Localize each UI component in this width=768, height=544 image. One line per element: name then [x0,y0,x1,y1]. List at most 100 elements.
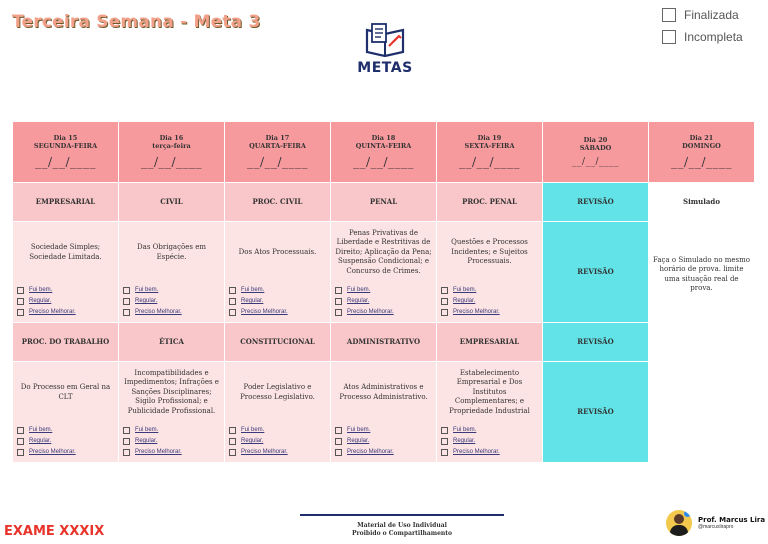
subject-cell: EMPRESARIAL [436,322,543,362]
checkbox[interactable] [335,448,342,456]
subject-cell: PROC. CIVIL [224,182,331,222]
subject-cell: CIVIL [118,182,225,222]
checkbox[interactable] [229,308,236,316]
content-cell: Atos Administrativos e Processo Administ… [330,361,437,463]
option-preciso-melhorar: Preciso Melhorar. [135,448,182,455]
revisao-cell: REVISÃO [542,322,649,362]
checkbox[interactable] [229,448,236,456]
day-header-17: Dia 17 QUARTA-FEIRA __/__/____ [224,121,331,183]
finalizada-label: Finalizada [684,8,739,22]
option-regular: Regular. [29,297,52,304]
date-field[interactable]: __/__/____ [352,155,415,170]
checkbox[interactable] [441,426,448,434]
option-regular: Regular. [29,437,52,444]
checkbox[interactable] [123,426,130,434]
date-field[interactable]: __/__/____ [670,155,733,170]
option-regular: Regular. [241,437,264,444]
checkbox[interactable] [229,437,236,445]
checkbox[interactable] [229,297,236,305]
subject-cell: PENAL [330,182,437,222]
self-assessment: Fui bem. Regular. Preciso Melhorar. [17,285,114,318]
checkbox[interactable] [123,437,130,445]
checkbox[interactable] [441,286,448,294]
option-fui-bem: Fui bem. [135,426,159,433]
self-assessment: Fui bem. Regular. Preciso Melhorar. [229,425,326,458]
option-regular: Regular. [135,297,158,304]
checkbox[interactable] [335,426,342,434]
checkbox[interactable] [441,308,448,316]
checkbox[interactable] [335,308,342,316]
content-cell: Incompatibilidades e Impedimentos; Infra… [118,361,225,463]
status-checklist: Finalizada Incompleta [662,4,743,48]
self-assessment: Fui bem. Regular. Preciso Melhorar. [229,285,326,318]
date-field[interactable]: __/__/____ [458,155,521,170]
self-assessment: Fui bem. Regular. Preciso Melhorar. [335,285,432,318]
content-cell: Das Obrigações em Espécie. Fui bem. Regu… [118,221,225,323]
simulado-cell: Faça o Simulado no mesmo horário de prov… [648,221,755,463]
option-preciso-melhorar: Preciso Melhorar. [241,448,288,455]
exam-label: EXAME XXXIX [4,524,105,539]
day-header-20: Dia 20 SÁBADO __/__/____ [542,121,649,183]
footer-notice: Material de Uso Individual Proibido o Co… [300,514,504,539]
checkbox[interactable] [441,448,448,456]
option-fui-bem: Fui bem. [29,426,53,433]
checkbox[interactable] [123,286,130,294]
subject-cell: ADMINISTRATIVO [330,322,437,362]
option-fui-bem: Fui bem. [29,286,53,293]
incompleta-label: Incompleta [684,30,743,44]
option-fui-bem: Fui bem. [453,426,477,433]
date-field[interactable]: __/__/____ [571,157,620,168]
metas-logo: METAS [349,22,421,82]
option-regular: Regular. [347,437,370,444]
professor-credit: Prof. Marcus Lira @marcuslirapro [666,510,765,536]
day-header-21: Dia 21 DOMINGO __/__/____ [648,121,755,183]
verified-icon [684,510,691,517]
contents-row-1: Sociedade Simples; Sociedade Limitada. F… [12,221,755,463]
checkbox[interactable] [123,448,130,456]
option-fui-bem: Fui bem. [241,286,265,293]
simulado-label: Simulado [648,182,755,222]
revisao-cell: REVISÃO [542,182,649,222]
simulado-text: Faça o Simulado no mesmo horário de prov… [653,256,750,293]
status-incompleta[interactable]: Incompleta [662,26,743,48]
checkbox[interactable] [335,286,342,294]
checkbox[interactable] [123,297,130,305]
option-fui-bem: Fui bem. [453,286,477,293]
checkbox[interactable] [17,437,24,445]
checkbox[interactable] [17,308,24,316]
subject-cell: PROC. PENAL [436,182,543,222]
day-header-18: Dia 18 QUINTA-FEIRA __/__/____ [330,121,437,183]
content-cell: Penas Privativas de Liberdade e Restriti… [330,221,437,323]
checkbox[interactable] [123,308,130,316]
checkbox[interactable] [17,448,24,456]
self-assessment: Fui bem. Regular. Preciso Melhorar. [123,425,220,458]
professor-name: Prof. Marcus Lira [698,516,766,524]
checkbox[interactable] [229,426,236,434]
avatar [666,510,692,536]
checkbox[interactable] [441,437,448,445]
checkbox[interactable] [17,286,24,294]
self-assessment: Fui bem. Regular. Preciso Melhorar. [441,425,538,458]
checkbox[interactable] [335,437,342,445]
book-checklist-icon [365,23,405,58]
option-regular: Regular. [135,437,158,444]
checkbox[interactable] [229,286,236,294]
checkbox[interactable] [17,426,24,434]
checkbox[interactable] [441,297,448,305]
option-preciso-melhorar: Preciso Melhorar. [29,308,76,315]
subject-cell: EMPRESARIAL [12,182,119,222]
date-field[interactable]: __/__/____ [34,155,97,170]
date-field[interactable]: __/__/____ [140,155,203,170]
option-fui-bem: Fui bem. [347,286,371,293]
incompleta-checkbox[interactable] [662,30,676,44]
content-cell: Poder Legislativo e Processo Legislativo… [224,361,331,463]
finalizada-checkbox[interactable] [662,8,676,22]
subject-cell: PROC. DO TRABALHO [12,322,119,362]
date-field[interactable]: __/__/____ [246,155,309,170]
contents-row-2: Do Processo em Geral na CLT Fui bem. Reg… [12,361,755,463]
weekly-schedule-table: Dia 15 SEGUNDA-FEIRA __/__/____ Dia 16 terç… [12,121,755,463]
status-finalizada[interactable]: Finalizada [662,4,743,26]
checkbox[interactable] [17,297,24,305]
option-regular: Regular. [453,437,476,444]
checkbox[interactable] [335,297,342,305]
